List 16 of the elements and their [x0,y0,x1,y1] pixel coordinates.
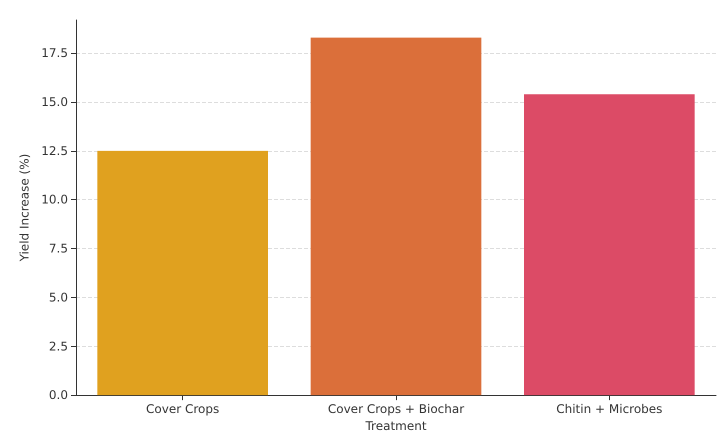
y-tick-label: 2.5 [48,339,68,354]
bar [524,94,695,396]
bar [310,38,482,396]
y-tick-label: 12.5 [41,144,68,158]
x-tick-label: Cover Crops [146,402,220,416]
bar [97,150,268,396]
y-tick-label: 0.0 [48,388,68,402]
y-axis-title: Yield Increase (%) [17,154,32,262]
y-tick-label: 10.0 [41,192,68,207]
x-tick-label: Chitin + Microbes [556,402,662,416]
x-tick-label: Cover Crops + Biochar [328,402,464,416]
y-tick-label: 15.0 [41,95,68,110]
x-axis-title: Treatment [364,419,427,433]
y-tick-label: 7.5 [48,242,68,256]
y-tick-label: 17.5 [41,46,68,60]
y-tick-label: 5.0 [48,290,68,304]
